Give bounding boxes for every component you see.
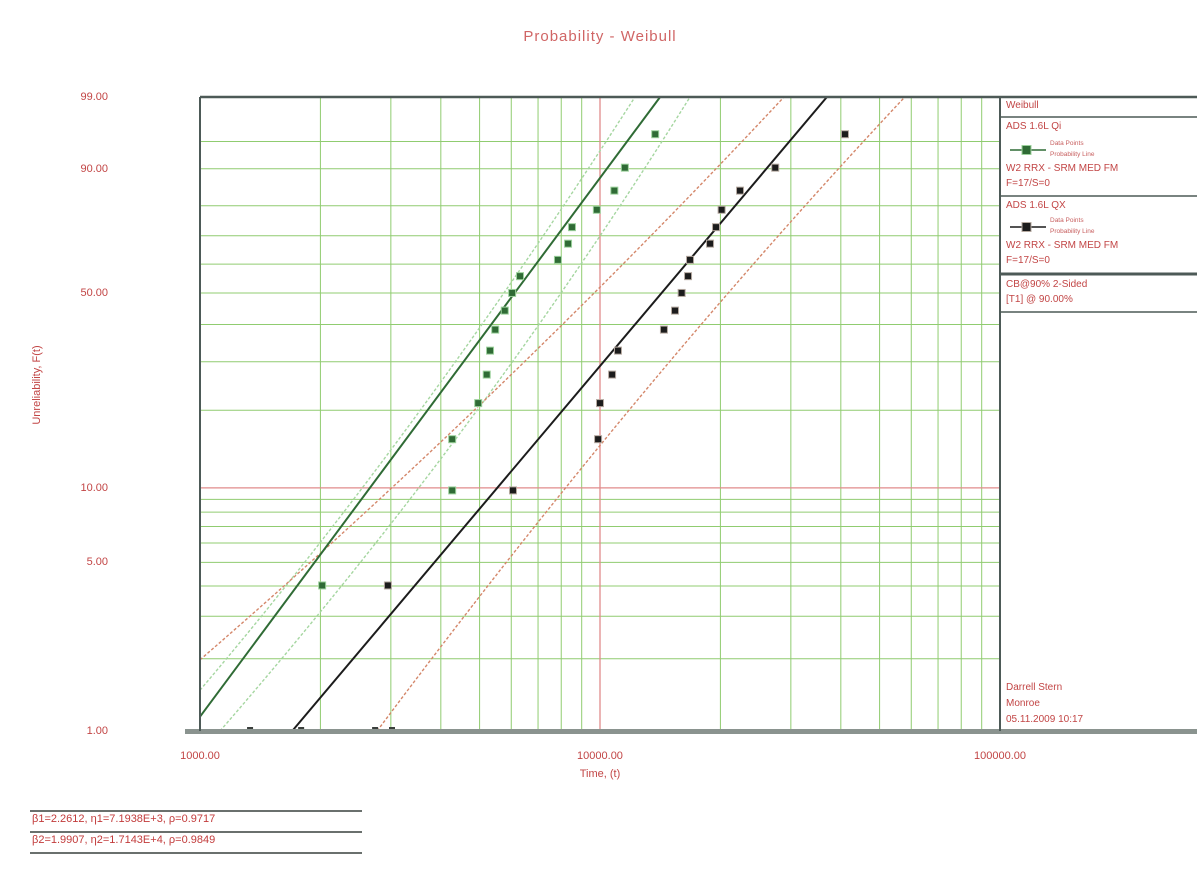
series2-fit-line [291,96,828,732]
series1-data-point [448,435,457,444]
series2-data-point [594,435,603,444]
footer-rule-top [30,810,362,812]
series2-data-point [613,346,622,355]
y-tick-label: 99.00 [80,91,108,103]
series1-data-point [318,581,327,590]
series1-data-point [508,288,517,297]
legend-set2-caption-line: Probability Line [1050,228,1095,235]
y-tick-label: 1.00 [86,725,108,737]
legend-set2-counts: F=17/S=0 [1006,255,1050,266]
analyst-name: Darrell Stern [1006,682,1063,693]
legend-set2-caption-points: Data Points [1050,217,1084,224]
footer-rule-mid [30,831,362,833]
legend-sample-marker-set2 [1021,222,1032,232]
series1-cb-lower-line [199,96,636,691]
y-tick-label: 5.00 [86,556,108,569]
legend-cb-line2: [T1] @ 90.00% [1006,294,1073,305]
analyst-company: Monroe [1006,698,1040,709]
footer-params-set2: β2=1.9907, η2=1.7143E+4, ρ=0.9849 [32,834,216,846]
analyst-datetime: 05.11.2009 10:17 [1006,714,1084,725]
series2-data-point [840,130,849,139]
series2-data-point [706,239,715,248]
legend-sample-marker-set1 [1021,145,1032,155]
x-tick-label: 100000.00 [974,750,1026,762]
x-tick-label: 1000.00 [180,750,220,762]
legend-set1-name: ADS 1.6L Qi [1006,121,1062,132]
legend-distribution-label: Weibull [1006,100,1039,111]
series1-data-point [567,223,576,232]
series2-data-point [608,370,617,379]
series2-data-point [508,486,517,495]
legend-set1-caption-points: Data Points [1050,140,1084,147]
legend-set1-method: W2 RRX - SRM MED FM [1006,163,1119,174]
series2-data-point [671,306,680,315]
series1-data-point [491,325,500,334]
series1-data-point [516,272,525,281]
legend-set1-caption-line: Probability Line [1050,151,1095,158]
series2-cb-upper-line [376,96,906,732]
series2-data-point [771,163,780,172]
y-tick-label: 50.00 [80,286,108,299]
series2-data-point [736,186,745,195]
x-axis-line [185,729,1197,734]
series1-data-point [651,130,660,139]
footer-params-set1: β1=2.2612, η1=7.1938E+3, ρ=0.9717 [32,813,216,825]
x-tick-label: 10000.00 [577,750,623,762]
footer-rule-bottom [30,852,362,854]
series2-data-point [684,272,693,281]
series1-data-point [482,370,491,379]
legend-set1-counts: F=17/S=0 [1006,178,1050,189]
series1-data-point [564,239,573,248]
y-tick-label: 10.00 [80,481,108,494]
x-axis-title: Time, (t) [579,768,621,780]
series1-data-point [553,255,562,264]
series2-data-point [677,288,686,297]
series1-data-point [610,186,619,195]
series1-data-point [486,346,495,355]
plot-title: Probability - Weibull [523,28,677,45]
series2-cb-lower-line [199,96,785,661]
series2-data-point [659,325,668,334]
series1-data-point [592,205,601,214]
series1-cb-upper-line [219,96,691,732]
series1-fit-line [199,96,661,718]
y-tick-label: 90.00 [80,162,108,175]
series1-data-point [500,306,509,315]
legend-set2-name: ADS 1.6L QX [1006,200,1066,211]
legend-cb-line1: CB@90% 2-Sided [1006,279,1088,290]
series2-data-point [686,255,695,264]
legend-set2-method: W2 RRX - SRM MED FM [1006,240,1119,251]
series2-data-point [596,399,604,408]
series1-data-point [474,399,483,408]
series2-data-point [712,223,721,232]
series2-data-point [717,205,726,214]
series1-data-point [448,486,457,495]
series2-data-point [383,581,392,590]
series1-data-point [620,163,629,172]
